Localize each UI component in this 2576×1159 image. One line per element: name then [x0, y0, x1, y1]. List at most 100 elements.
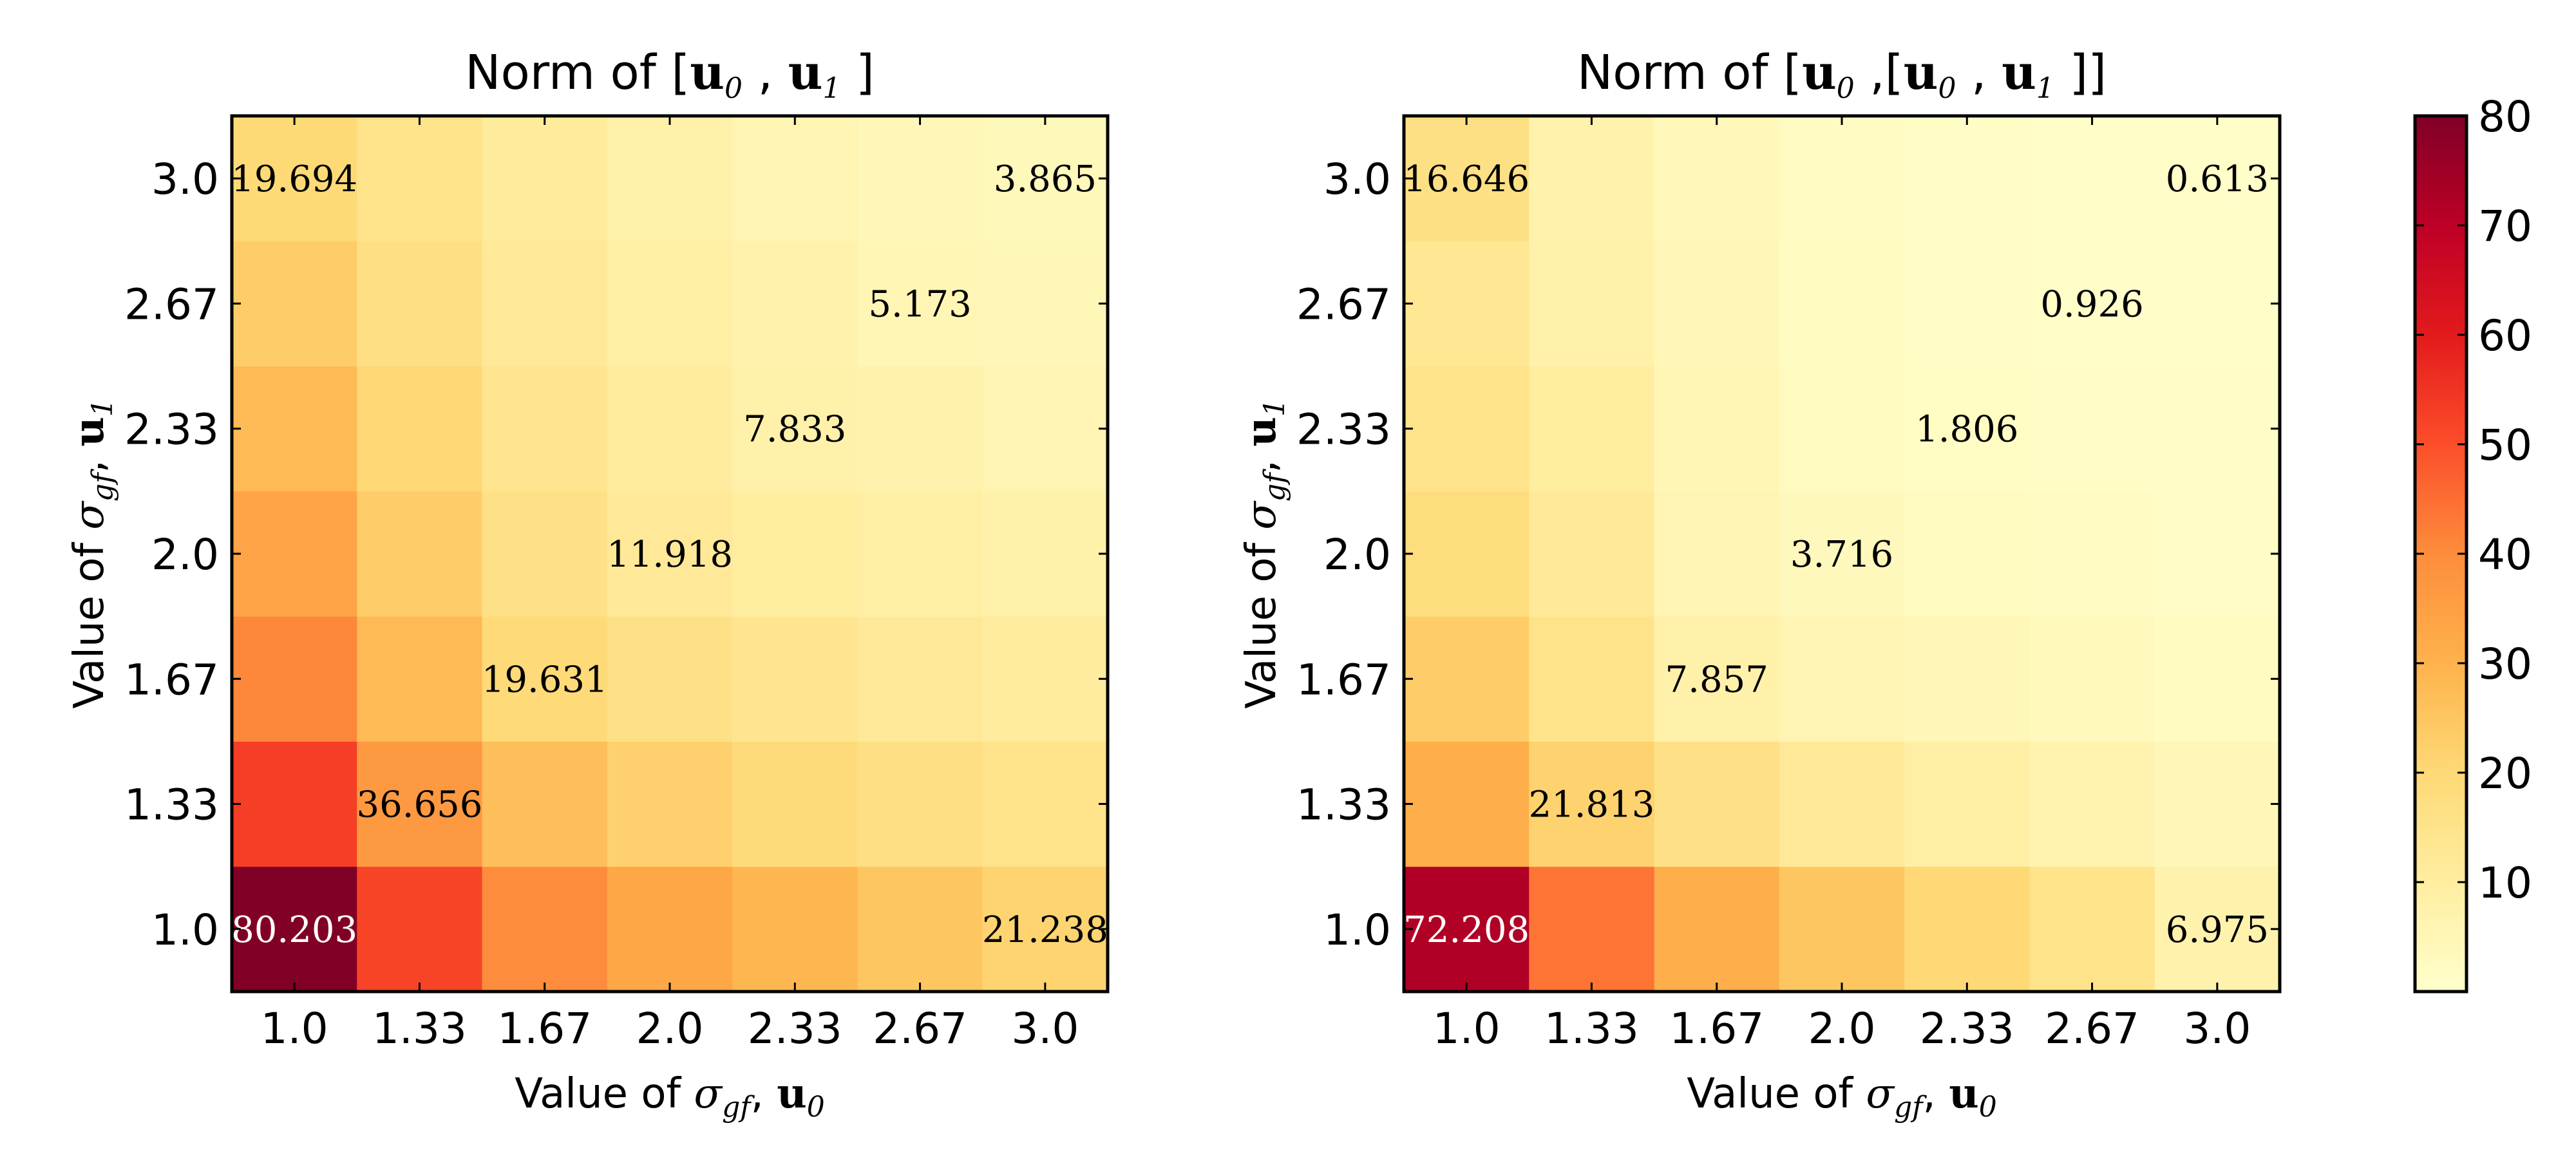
heatmap-cell [232, 866, 357, 992]
y-tick-label: 2.67 [124, 279, 219, 329]
x-label-left-sigma: σ [694, 1070, 723, 1118]
heatmap-cell [982, 241, 1108, 367]
heatmap-cell [357, 616, 483, 742]
title-right-u0a-sub: 0 [1837, 72, 1855, 105]
heatmap-cell [357, 366, 483, 492]
title-right-close: ]] [2054, 45, 2107, 100]
x-label-left-u-sub: 0 [807, 1091, 825, 1124]
heatmap-cell [1654, 241, 1780, 367]
heatmap-cell [232, 741, 357, 867]
x-tick-label: 1.0 [1433, 1004, 1501, 1053]
heatmap-cell [357, 741, 483, 867]
heatmap-cell [1904, 491, 2030, 617]
y-tick-label: 1.33 [1296, 780, 1391, 830]
x-tick-label: 1.67 [497, 1004, 592, 1053]
x-label-left-gf: gf [722, 1091, 755, 1124]
title-right-u0b: u [1904, 45, 1938, 100]
title-right-prefix: Norm of [ [1577, 45, 1802, 100]
heatmap-cell [232, 241, 357, 367]
heatmap-cell [1779, 241, 1905, 367]
heatmap-cell [1779, 616, 1905, 742]
x-label-left-comma: , [751, 1070, 777, 1118]
title-left-u1: u [788, 45, 823, 100]
x-label-right-gf: gf [1894, 1091, 1927, 1124]
heatmap-cell [232, 116, 357, 241]
heatmap-cell [732, 116, 858, 241]
heatmap-cell [2029, 741, 2155, 867]
heatmap-cells-right [1404, 116, 2280, 992]
heatmap-cell [1529, 366, 1655, 492]
y-tick-label: 1.0 [1323, 905, 1391, 955]
colorbar-tick-label: 70 [2478, 202, 2532, 251]
heatmap-cell [732, 866, 858, 992]
heatmap-cell [982, 741, 1108, 867]
x-tick-label: 1.33 [1544, 1004, 1639, 1053]
heatmap-cell [2154, 241, 2280, 367]
colorbar-tick-label: 40 [2478, 530, 2532, 580]
heatmap-cell [2029, 866, 2155, 992]
heatmap-cell [482, 741, 608, 867]
heatmap-cell [607, 241, 733, 367]
heatmap-cell [732, 616, 858, 742]
x-tick-label: 3.0 [1011, 1004, 1079, 1053]
heatmap-cell [1654, 741, 1780, 867]
heatmap-cell [607, 741, 733, 867]
x-ticks-left: 1.0 1.33 1.67 2.0 2.33 2.67 3.0 [261, 116, 1079, 1053]
heatmap-cell [857, 241, 983, 367]
y-tick-label: 1.67 [124, 655, 219, 704]
heatmap-cell [982, 491, 1108, 617]
cell-value-label: 3.716 [1790, 534, 1893, 576]
heatmap-cell [857, 866, 983, 992]
heatmap-cell [482, 116, 608, 241]
heatmap-cell [732, 491, 858, 617]
y-tick-label: 2.67 [1296, 279, 1391, 329]
heatmap-cell [607, 616, 733, 742]
title-right-u1: u [2002, 45, 2036, 100]
heatmap-cell [982, 866, 1108, 992]
heatmap-cell [1779, 491, 1905, 617]
heatmap-cell [1904, 241, 2030, 367]
x-axis-label-left: Value of σgf, u0 [515, 1069, 824, 1124]
heatmap-cell [482, 491, 608, 617]
y-label-left-sigma: σ [66, 500, 113, 530]
heatmap-cell [857, 491, 983, 617]
colorbar-tick-label: 10 [2478, 858, 2532, 908]
cell-value-label: 7.857 [1665, 659, 1768, 701]
chart-title-left: Norm of [u0 , u1 ] [465, 45, 875, 105]
heatmap-cell [1404, 116, 1530, 241]
x-label-right-comma: , [1923, 1070, 1949, 1118]
heatmap-cell [1529, 491, 1655, 617]
heatmap-cell [607, 866, 733, 992]
heatmap-cell [982, 616, 1108, 742]
heatmap-cell [982, 366, 1108, 492]
x-label-right-u-sub: 0 [1979, 1091, 1997, 1124]
cell-value-label: 5.173 [868, 283, 971, 325]
heatmap-cell [1654, 116, 1780, 241]
heatmap-cell [1904, 616, 2030, 742]
heatmap-cell [1904, 116, 2030, 241]
heatmap-cell [357, 241, 483, 367]
heatmap-cell [357, 116, 483, 241]
x-tick-label: 1.0 [261, 1004, 328, 1053]
cell-value-label: 7.833 [743, 409, 846, 451]
heatmap-cell [482, 241, 608, 367]
cell-value-label: 80.203 [231, 909, 357, 951]
x-tick-label: 2.33 [748, 1004, 842, 1053]
cell-value-label: 72.208 [1403, 909, 1530, 951]
colorbar-ticks: 10 20 30 40 50 60 70 80 [2415, 92, 2532, 908]
heatmap-cell [2029, 116, 2155, 241]
cell-value-label: 11.918 [607, 534, 733, 576]
cell-value-label: 3.865 [994, 158, 1097, 200]
heatmap-cell [357, 491, 483, 617]
heatmap-cell [607, 491, 733, 617]
cell-value-label: 19.631 [482, 659, 608, 701]
y-tick-label: 1.0 [151, 905, 219, 955]
cell-value-label: 21.238 [982, 909, 1108, 951]
heatmap-cell [857, 116, 983, 241]
heatmap-cell [2029, 366, 2155, 492]
heatmap-cell [2154, 616, 2280, 742]
heatmap-cell [2154, 366, 2280, 492]
heatmap-cell [1404, 366, 1530, 492]
cell-annotations-left: 19.694 3.865 5.173 7.833 11.918 19.631 36.656 8… [231, 158, 1108, 951]
heatmap-cell [1404, 866, 1530, 992]
